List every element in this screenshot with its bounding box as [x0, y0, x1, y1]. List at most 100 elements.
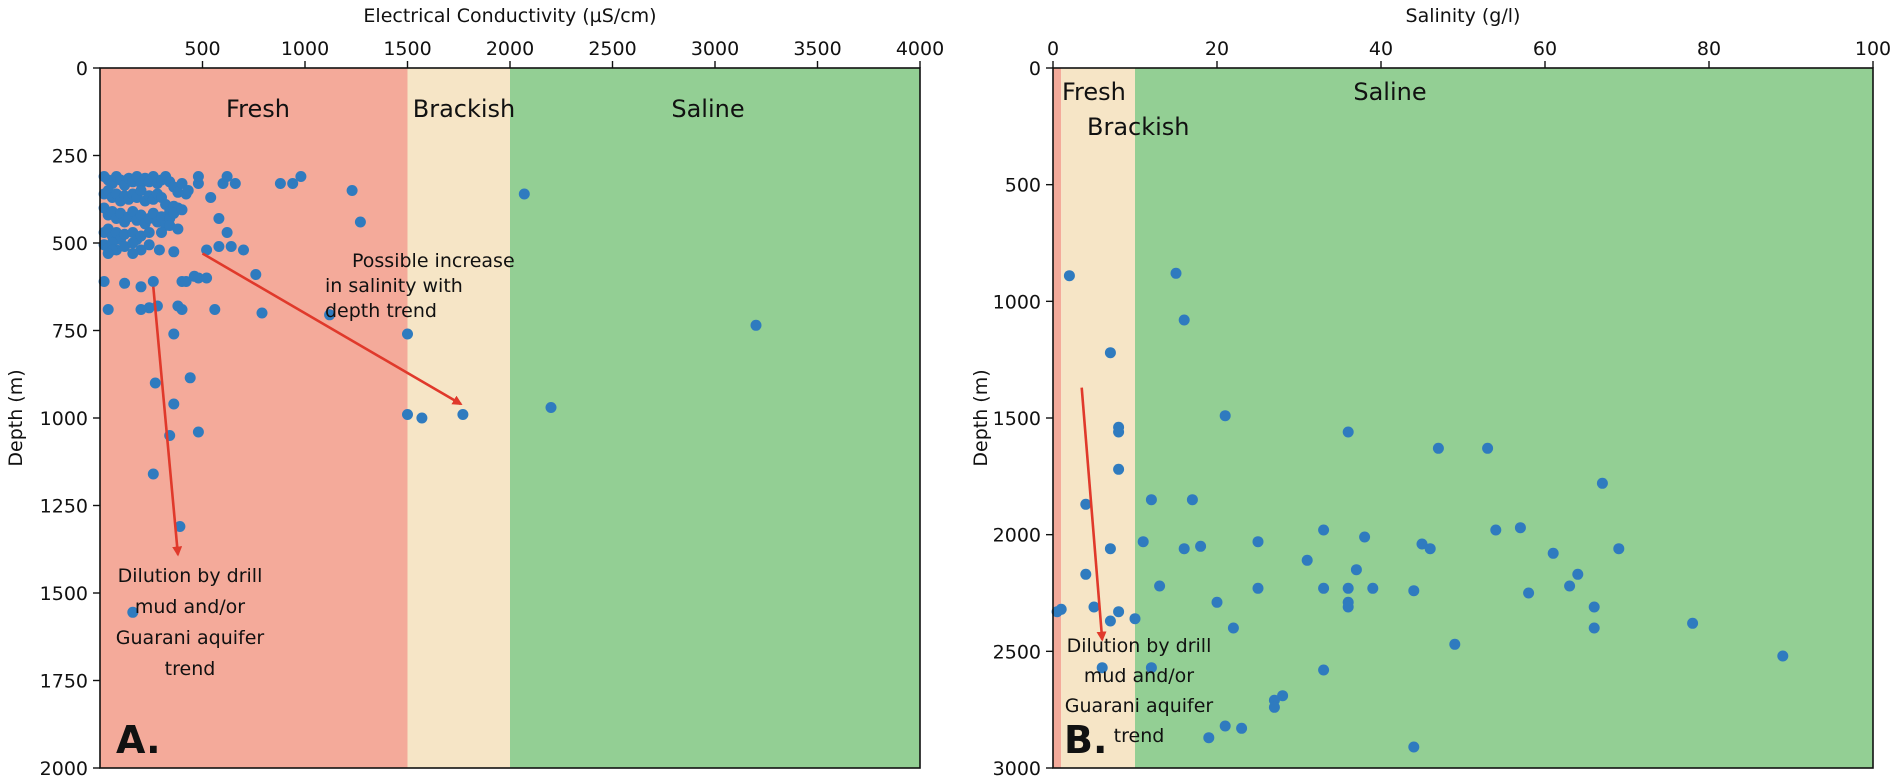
data-point-a-123 [184, 372, 196, 384]
data-point-a-137 [127, 606, 139, 618]
y-tick-label-a: 2000 [40, 758, 88, 778]
data-point-b-11 [1596, 477, 1608, 489]
data-point-b-19 [1137, 536, 1149, 548]
data-point-b-49 [1104, 615, 1116, 627]
data-point-a-128 [147, 468, 159, 480]
annotation-dilution-a-line-3: Guarani aquifer [116, 627, 265, 649]
data-point-b-50 [1227, 622, 1239, 634]
annotation-dilution-a-line-1: Dilution by drill [118, 565, 263, 587]
data-point-b-18 [1514, 522, 1526, 534]
data-point-a-98 [225, 241, 237, 252]
data-point-a-134 [518, 188, 530, 200]
data-point-b-17 [1490, 524, 1502, 536]
data-point-b-62 [1236, 722, 1248, 734]
trend-arrows-b [1080, 387, 1107, 642]
x-tick-label-b: 0 [1047, 38, 1059, 60]
y-tick-label-b: 1500 [993, 408, 1041, 430]
x-tick-label-a: 500 [184, 38, 220, 60]
x-tick-label-a: 2000 [486, 38, 534, 60]
data-point-a-92 [135, 244, 147, 256]
data-point-b-27 [1613, 543, 1625, 555]
data-point-a-47 [127, 206, 139, 217]
y-tick-label-b: 3000 [993, 758, 1041, 778]
data-point-b-6 [1219, 410, 1231, 422]
x-axis-title-b: Salinity (g/l) [1406, 5, 1521, 27]
panel-label-a: A. [116, 718, 161, 762]
data-point-a-127 [192, 426, 204, 438]
plot-frame-b [1052, 67, 1874, 769]
x-tick-label-a: 1500 [383, 38, 431, 60]
data-point-a-112 [180, 276, 192, 287]
data-point-a-115 [102, 304, 114, 315]
data-point-a-52 [147, 207, 159, 219]
data-point-a-93 [143, 239, 155, 251]
data-point-b-56 [1318, 664, 1330, 676]
panel-a: Fresh Brackish Saline Possible increase … [5, 5, 944, 780]
data-point-b-29 [1080, 568, 1092, 580]
data-point-a-116 [135, 304, 147, 315]
data-point-a-84 [346, 185, 358, 196]
data-point-b-40 [1211, 596, 1223, 608]
data-point-a-54 [156, 211, 167, 223]
data-point-b-30 [1350, 564, 1362, 576]
data-point-b-38 [1564, 580, 1576, 592]
zone-band-saline-b [1135, 68, 1873, 768]
data-point-a-83 [295, 171, 307, 182]
x-tick-label-a: 1000 [281, 38, 329, 60]
data-point-b-25 [1195, 540, 1207, 552]
data-point-b-3 [1104, 347, 1116, 359]
data-point-a-121 [324, 309, 336, 321]
data-point-a-75 [205, 192, 217, 203]
data-point-a-96 [201, 244, 213, 256]
data-point-b-13 [1145, 494, 1157, 506]
data-point-a-108 [119, 277, 131, 289]
data-point-a-95 [168, 246, 180, 258]
data-point-b-57 [1777, 650, 1789, 662]
data-point-a-90 [119, 241, 131, 252]
data-point-a-110 [147, 276, 159, 287]
data-point-a-99 [238, 244, 249, 256]
x-tick-label-a: 3000 [691, 38, 739, 60]
data-point-b-26 [1547, 547, 1559, 559]
x-tick-label-a: 4000 [896, 38, 944, 60]
data-point-a-106 [102, 248, 114, 259]
data-point-b-7 [1342, 426, 1354, 438]
data-point-b-15 [1318, 524, 1330, 536]
data-point-b-47 [1113, 606, 1125, 618]
annotations-a: Possible increase in salinity with depth… [116, 250, 515, 680]
data-point-a-68 [135, 230, 147, 242]
data-point-b-16 [1359, 531, 1371, 543]
data-point-a-69 [143, 227, 155, 238]
y-axis-title-a: Depth (m) [5, 369, 27, 466]
data-point-a-91 [127, 237, 139, 249]
data-point-a-81 [274, 178, 286, 189]
data-point-b-2 [1178, 314, 1190, 326]
data-point-b-44 [1088, 601, 1100, 613]
data-point-b-20 [1252, 536, 1264, 548]
data-point-b-32 [1154, 580, 1166, 592]
data-point-b-10 [1113, 463, 1125, 475]
x-tick-label-a: 3500 [793, 38, 841, 60]
data-point-b-60 [1268, 701, 1280, 713]
data-points-b [1051, 267, 1789, 753]
data-point-a-107 [98, 276, 110, 287]
data-point-b-1 [1170, 267, 1182, 279]
data-point-b-37 [1408, 585, 1420, 597]
data-point-b-64 [1408, 741, 1420, 753]
data-point-a-72 [172, 223, 184, 235]
x-tick-label-b: 100 [1855, 38, 1891, 60]
y-tick-label-b: 0 [1029, 58, 1041, 80]
data-point-a-57 [168, 207, 180, 219]
data-point-b-9 [1482, 442, 1494, 454]
zone-label-brackish-b: Brackish [1087, 113, 1190, 141]
data-point-a-18 [172, 186, 184, 198]
annotation-dilution-a-line-4: trend [165, 658, 216, 680]
zone-label-saline-a: Saline [671, 95, 744, 123]
x-tick-label-b: 40 [1369, 38, 1393, 60]
data-point-a-119 [209, 304, 221, 315]
data-point-a-74 [192, 171, 204, 182]
data-points-a [98, 171, 762, 618]
annotation-dilution-b-line-2: mud and/or [1084, 665, 1194, 687]
